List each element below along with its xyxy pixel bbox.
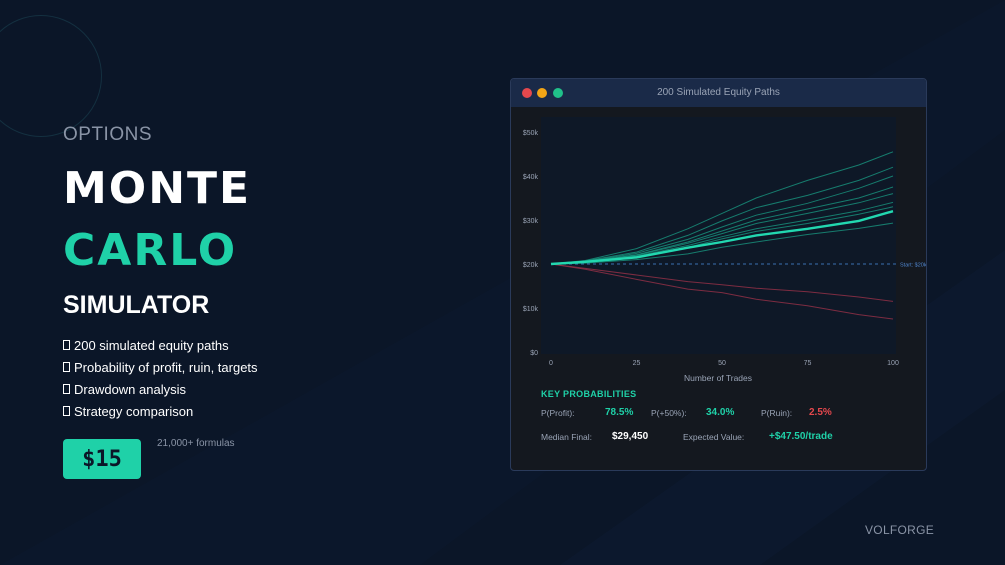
x-tick-label: 50 xyxy=(718,360,726,367)
feature-item: Drawdown analysis xyxy=(63,378,258,400)
p-ruin-label: P(Ruin): xyxy=(761,408,793,418)
window-titlebar: 200 Simulated Equity Paths xyxy=(511,79,926,107)
feature-item: 200 simulated equity paths xyxy=(63,334,258,356)
formula-count: 21,000+ formulas xyxy=(157,438,235,449)
median-final-value: $29,450 xyxy=(612,431,649,442)
equity-path-line xyxy=(550,222,894,265)
close-window-button[interactable] xyxy=(522,88,532,98)
equity-paths-chart: $0 $10k $20k $30k $40k $50k 0 25 50 75 100 Start:… xyxy=(523,117,926,382)
y-tick-label: $0 xyxy=(530,350,538,357)
price-button[interactable]: $15 xyxy=(63,439,141,479)
category-kicker: OPTIONS xyxy=(63,124,153,145)
x-tick-label: 0 xyxy=(549,360,553,367)
start-reference-label: Start: $20k xyxy=(900,263,926,269)
feature-text: Strategy comparison xyxy=(74,403,194,419)
y-tick-label: $10k xyxy=(523,306,539,313)
p-ruin-value: 2.5% xyxy=(809,407,832,418)
x-axis-label: Number of Trades xyxy=(684,373,752,382)
p-profit-value: 78.5% xyxy=(605,407,634,418)
feature-list: 200 simulated equity paths Probability o… xyxy=(63,334,258,422)
p-plus50-value: 34.0% xyxy=(706,407,735,418)
feature-item: Strategy comparison xyxy=(63,400,258,422)
minimize-window-button[interactable] xyxy=(537,88,547,98)
simulator-window: 200 Simulated Equity Paths $0 $10k $20k $30… xyxy=(510,78,927,471)
expected-value-label: Expected Value: xyxy=(683,432,745,442)
feature-text: Probability of profit, ruin, targets xyxy=(74,359,258,375)
checkbox-icon xyxy=(63,340,70,350)
p-plus50-label: P(+50%): xyxy=(651,408,687,418)
feature-text: 200 simulated equity paths xyxy=(74,337,229,353)
expected-value-value: +$47.50/trade xyxy=(769,431,833,442)
equity-path-line xyxy=(550,263,894,302)
window-title: 200 Simulated Equity Paths xyxy=(657,87,780,98)
title-line-3: SIMULATOR xyxy=(63,291,210,319)
checkbox-icon xyxy=(63,384,70,394)
checkbox-icon xyxy=(63,362,70,372)
equity-path-line xyxy=(550,166,894,265)
feature-item: Probability of profit, ruin, targets xyxy=(63,356,258,378)
x-tick-label: 25 xyxy=(633,360,641,367)
checkbox-icon xyxy=(63,406,70,416)
probabilities-heading: KEY PROBABILITIES xyxy=(541,389,637,399)
equity-path-line xyxy=(550,175,894,265)
y-tick-label: $20k xyxy=(523,262,539,269)
maximize-window-button[interactable] xyxy=(553,88,563,98)
median-path-line xyxy=(550,210,894,266)
median-final-label: Median Final: xyxy=(541,432,593,442)
plot-area xyxy=(541,117,896,354)
title-line-2: CARLO xyxy=(63,225,238,276)
title-line-1: MONTE xyxy=(63,163,252,214)
y-tick-label: $40k xyxy=(523,174,539,181)
x-tick-label: 75 xyxy=(804,360,812,367)
y-tick-label: $30k xyxy=(523,218,539,225)
x-tick-label: 100 xyxy=(887,360,899,367)
equity-path-line xyxy=(550,263,894,320)
p-profit-label: P(Profit): xyxy=(541,408,575,418)
brand-logo: VOLFORGE xyxy=(865,523,935,537)
feature-text: Drawdown analysis xyxy=(74,381,186,397)
y-tick-label: $50k xyxy=(523,130,539,137)
equity-path-line xyxy=(550,151,894,265)
